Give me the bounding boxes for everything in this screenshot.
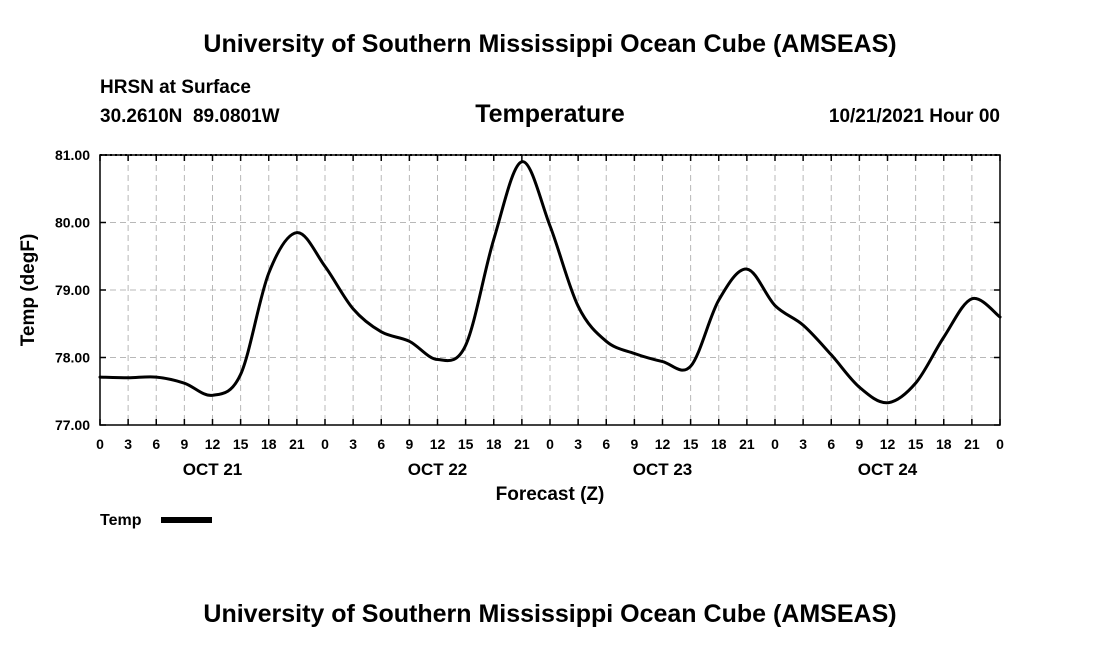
station-label: HRSN at Surface <box>100 77 251 98</box>
x-tick-label: 18 <box>711 436 727 452</box>
x-tick-label: 21 <box>289 436 305 452</box>
x-tick-label: 6 <box>827 436 835 452</box>
x-tick-label: 12 <box>880 436 896 452</box>
day-label: OCT 21 <box>183 460 243 479</box>
temp-series-line <box>98 160 1002 405</box>
y-tick-label: 77.00 <box>55 417 90 433</box>
coordinates-label: 30.2610N 89.0801W <box>100 106 280 127</box>
day-label: OCT 24 <box>858 460 918 479</box>
bottom-title: University of Southern Mississippi Ocean… <box>203 600 897 628</box>
x-tick-label: 6 <box>152 436 160 452</box>
x-tick-label: 18 <box>261 436 277 452</box>
x-tick-label: 0 <box>96 436 104 452</box>
x-tick-label: 3 <box>124 436 132 452</box>
x-tick-label: 21 <box>964 436 980 452</box>
day-label: OCT 22 <box>408 460 468 479</box>
chart-title: Temperature <box>475 100 625 128</box>
x-tick-label: 3 <box>574 436 582 452</box>
x-tick-label: 0 <box>771 436 779 452</box>
y-tick-label: 80.00 <box>55 215 90 231</box>
x-tick-label: 9 <box>630 436 638 452</box>
x-tick-label: 6 <box>377 436 385 452</box>
x-tick-label: 12 <box>205 436 221 452</box>
x-tick-label: 15 <box>233 436 249 452</box>
x-tick-label: 15 <box>683 436 699 452</box>
x-tick-label: 3 <box>799 436 807 452</box>
x-tick-label: 15 <box>458 436 474 452</box>
x-tick-label: 9 <box>405 436 413 452</box>
x-axis-label: Forecast (Z) <box>496 484 605 505</box>
x-tick-label: 15 <box>908 436 924 452</box>
y-tick-label: 81.00 <box>55 147 90 163</box>
x-tick-label: 9 <box>855 436 863 452</box>
day-label: OCT 23 <box>633 460 693 479</box>
x-tick-label: 12 <box>655 436 671 452</box>
x-tick-label: 21 <box>739 436 755 452</box>
y-tick-label: 79.00 <box>55 282 90 298</box>
x-tick-label: 18 <box>936 436 952 452</box>
x-tick-label: 18 <box>486 436 502 452</box>
y-tick-label: 78.00 <box>55 350 90 366</box>
x-tick-label: 0 <box>321 436 329 452</box>
x-tick-label: 0 <box>996 436 1004 452</box>
x-tick-label: 0 <box>546 436 554 452</box>
x-tick-label: 6 <box>602 436 610 452</box>
y-axis-label: Temp (degF) <box>18 234 39 347</box>
x-tick-label: 9 <box>180 436 188 452</box>
legend-label: Temp <box>100 512 142 529</box>
forecast-date-label: 10/21/2021 Hour 00 <box>828 106 1000 127</box>
x-tick-label: 3 <box>349 436 357 452</box>
x-tick-label: 21 <box>514 436 530 452</box>
x-tick-label: 12 <box>430 436 446 452</box>
top-title: University of Southern Mississippi Ocean… <box>203 30 897 58</box>
